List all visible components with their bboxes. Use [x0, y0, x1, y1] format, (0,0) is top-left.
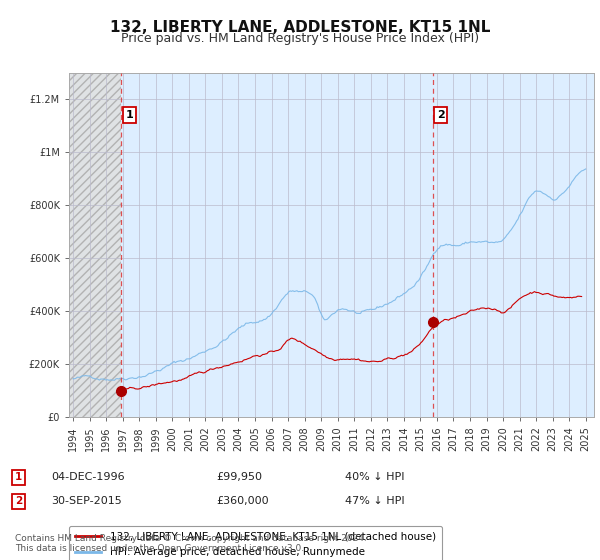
- Bar: [69, 73, 121, 417]
- Legend: 132, LIBERTY LANE, ADDLESTONE, KT15 1NL (detached house), HPI: Average price, de: 132, LIBERTY LANE, ADDLESTONE, KT15 1NL …: [69, 526, 442, 560]
- Text: 2: 2: [437, 110, 445, 120]
- Text: £99,950: £99,950: [216, 472, 262, 482]
- Text: 40% ↓ HPI: 40% ↓ HPI: [345, 472, 404, 482]
- Text: 30-SEP-2015: 30-SEP-2015: [51, 496, 122, 506]
- Text: 1: 1: [125, 110, 133, 120]
- Text: 47% ↓ HPI: 47% ↓ HPI: [345, 496, 404, 506]
- Text: 1: 1: [15, 472, 22, 482]
- Text: Price paid vs. HM Land Registry's House Price Index (HPI): Price paid vs. HM Land Registry's House …: [121, 32, 479, 45]
- Text: 132, LIBERTY LANE, ADDLESTONE, KT15 1NL: 132, LIBERTY LANE, ADDLESTONE, KT15 1NL: [110, 20, 490, 35]
- Text: 2: 2: [15, 496, 22, 506]
- Text: Contains HM Land Registry data © Crown copyright and database right 2024.
This d: Contains HM Land Registry data © Crown c…: [15, 534, 367, 553]
- Text: 04-DEC-1996: 04-DEC-1996: [51, 472, 125, 482]
- Text: £360,000: £360,000: [216, 496, 269, 506]
